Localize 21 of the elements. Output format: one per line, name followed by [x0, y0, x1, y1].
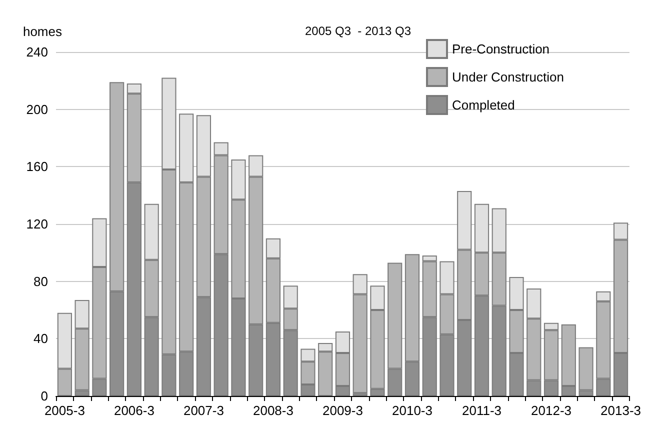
y-tick-label: 120: [26, 216, 48, 232]
chart-subtitle: 2005 Q3 - 2013 Q3: [304, 24, 412, 38]
x-tick-label: 2005-3: [44, 403, 85, 418]
x-tick-label: 2009-3: [322, 403, 363, 418]
legend-label: Completed: [452, 98, 515, 112]
legend-label: Under Construction: [452, 70, 564, 84]
y-tick-label: 200: [26, 102, 48, 117]
y-tick-label: 160: [26, 159, 48, 174]
x-tick-label: 2010-3: [392, 403, 432, 418]
y-tick-label: 240: [26, 44, 48, 60]
y-axis-title: homes: [22, 24, 62, 39]
y-tick-label: 80: [34, 274, 48, 289]
y-tick-label: 40: [34, 331, 48, 346]
x-tick-label: 2013-3: [600, 403, 642, 418]
legend-label: Pre-Construction: [452, 42, 550, 56]
x-tick-label: 2006-3: [114, 403, 154, 418]
x-tick-label: 2012-3: [531, 403, 572, 418]
x-tick-label: 2008-3: [252, 403, 294, 418]
x-tick-label: 2011-3: [462, 403, 502, 418]
y-tick-label: 0: [40, 388, 48, 404]
x-tick-label: 2007-3: [183, 403, 224, 418]
